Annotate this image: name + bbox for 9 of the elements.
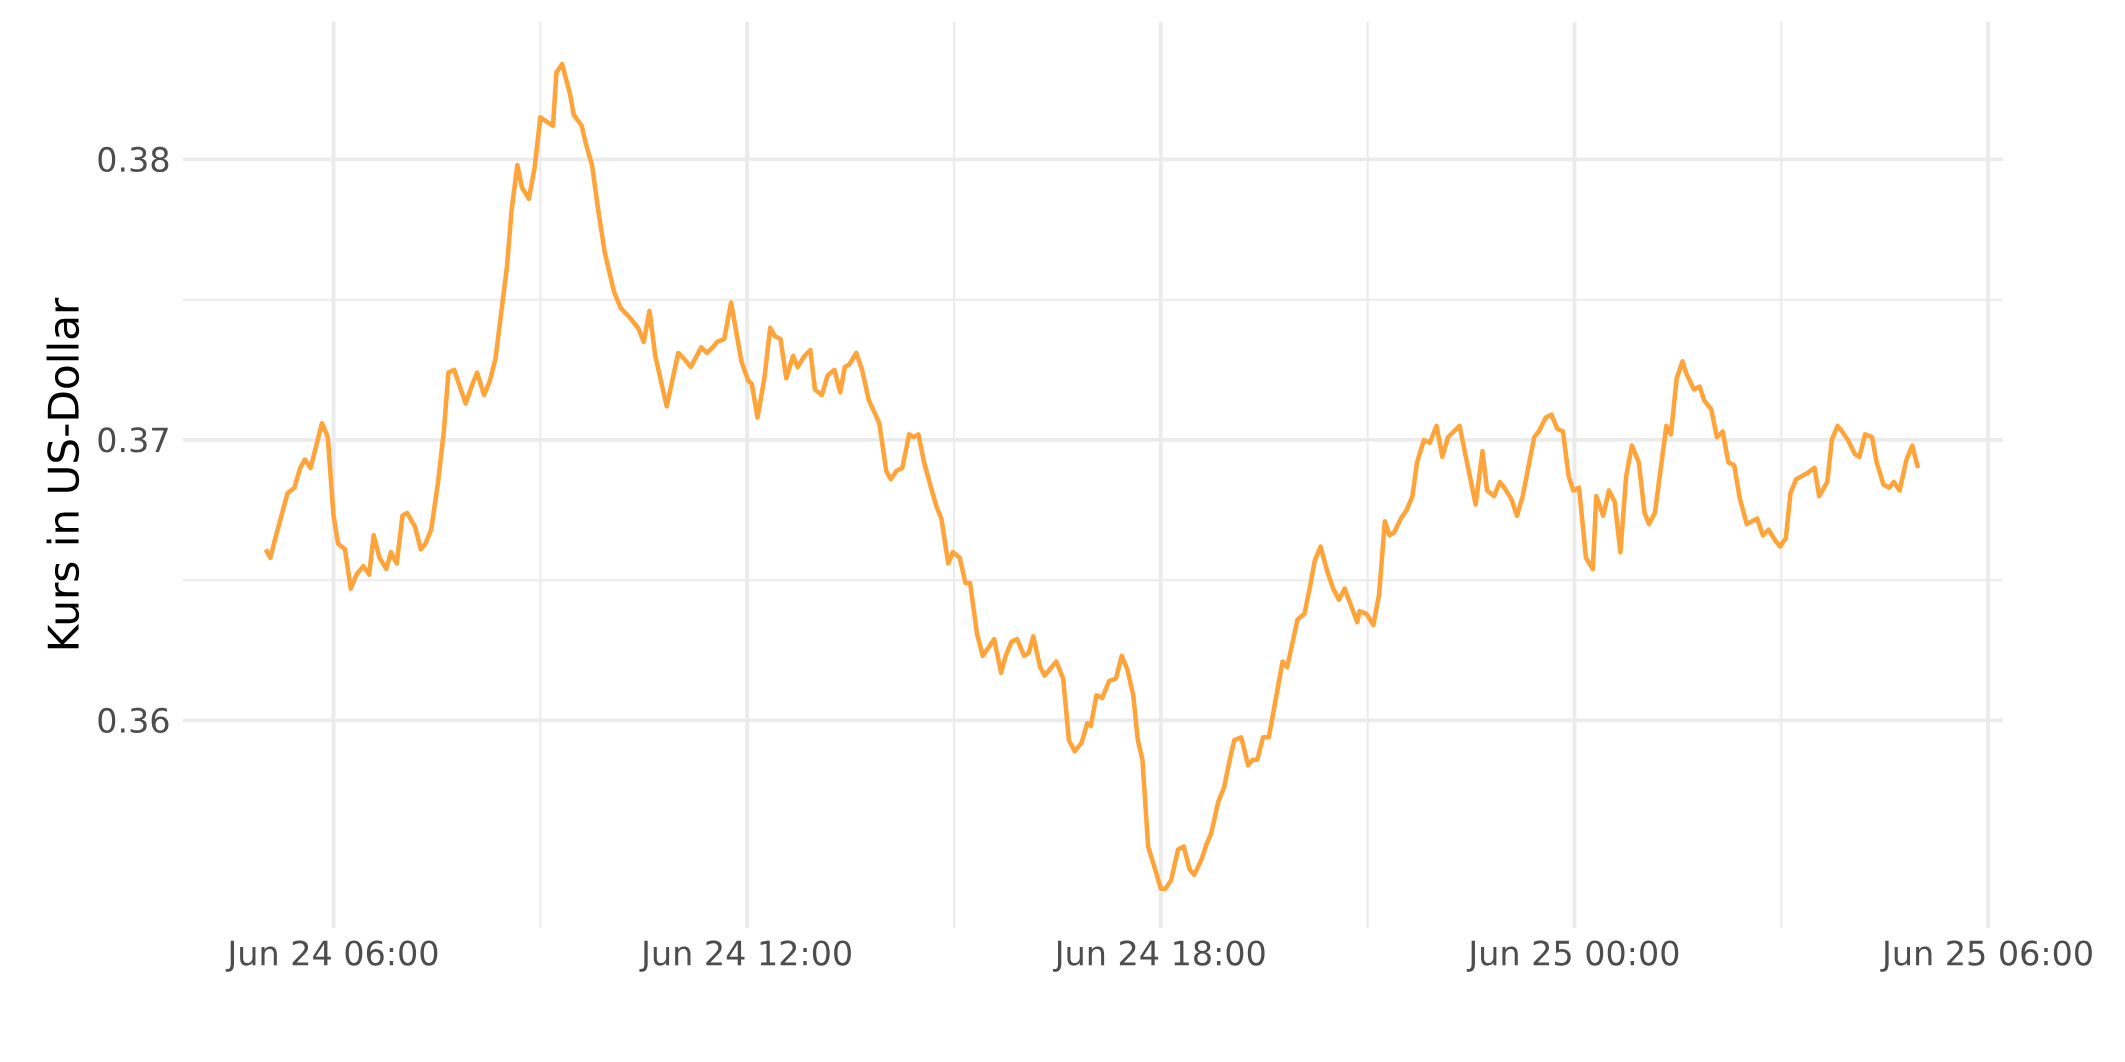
y-tick-label: 0.38: [98, 146, 169, 173]
x-tick-label: Jun 24 12:00: [639, 940, 851, 972]
x-tick-label: Jun 25 00:00: [1466, 940, 1679, 972]
y-axis-title: Kurs in US-Dollar: [46, 297, 80, 649]
x-tick-label: Jun 24 06:00: [225, 940, 438, 972]
x-tick-label: Jun 24 18:00: [1053, 940, 1265, 972]
y-tick-label: 0.37: [98, 427, 168, 453]
y-tick-label: 0.36: [98, 707, 169, 734]
x-tick-label: Jun 25 06:00: [1880, 940, 2092, 972]
